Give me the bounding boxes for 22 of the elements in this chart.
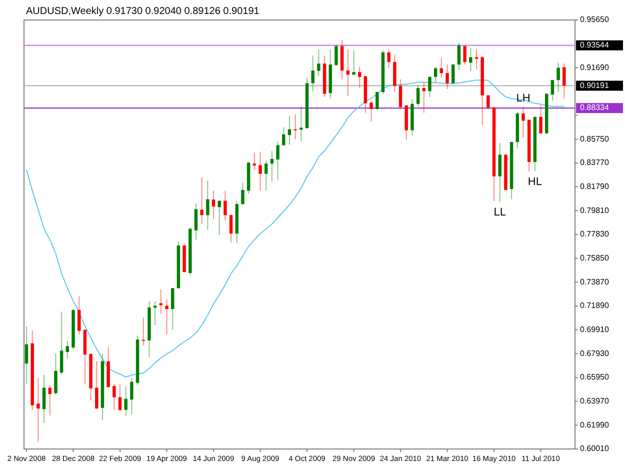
ref-line-label: 0.88334 bbox=[580, 103, 610, 112]
y-tick-label: 0.83770 bbox=[580, 158, 610, 168]
y-tick-label: 0.77830 bbox=[580, 230, 610, 239]
ref-line-label: 0.90191 bbox=[580, 80, 610, 90]
chart-title: AUDUSD,Weekly 0.91730 0.92040 0.89126 0.90191 bbox=[26, 6, 260, 17]
y-tick-label: 0.61990 bbox=[580, 420, 610, 430]
y-tick-label: 0.95650 bbox=[580, 15, 610, 24]
y-tick-label: 0.65950 bbox=[580, 372, 610, 382]
y-tick-label: 0.71890 bbox=[580, 301, 610, 310]
y-tick-label: 0.69910 bbox=[580, 324, 610, 334]
annotation: HL bbox=[528, 176, 542, 188]
y-tick-label: 0.67930 bbox=[580, 348, 610, 358]
ref-line-label: 0.93544 bbox=[580, 40, 610, 50]
annotation: LL bbox=[494, 206, 506, 219]
y-tick-label: 0.81790 bbox=[580, 182, 610, 191]
y-tick-label: 0.60010 bbox=[580, 444, 610, 454]
y-tick-label: 0.79810 bbox=[580, 206, 610, 215]
y-tick-label: 0.63970 bbox=[580, 396, 610, 406]
y-tick-label: 0.85750 bbox=[580, 134, 610, 144]
y-tick-label: 0.73870 bbox=[580, 277, 610, 286]
y-tick-label: 0.75850 bbox=[580, 253, 610, 262]
y-tick-label: 0.91690 bbox=[580, 62, 610, 72]
